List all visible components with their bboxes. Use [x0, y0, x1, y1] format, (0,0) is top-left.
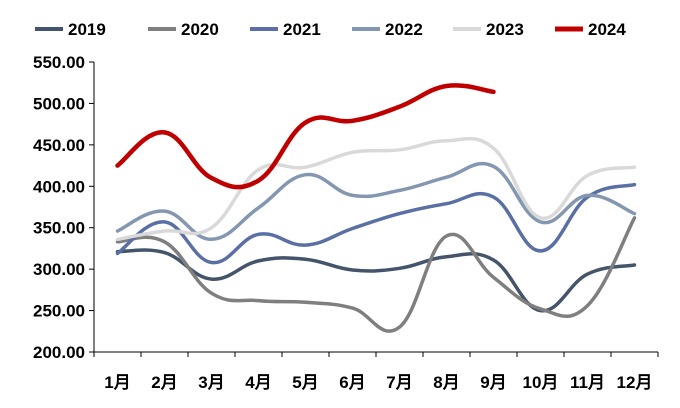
- x-tick-label: 6月: [339, 373, 365, 392]
- x-tick-label: 5月: [292, 373, 318, 392]
- legend-label-2023: 2023: [486, 20, 524, 39]
- x-tick-label: 11月: [570, 373, 605, 392]
- x-tick-label: 10月: [523, 373, 559, 392]
- x-tick-label: 3月: [198, 373, 224, 392]
- y-tick-label: 450.00: [33, 136, 85, 155]
- y-tick-label: 400.00: [33, 177, 85, 196]
- x-tick-label: 12月: [617, 373, 653, 392]
- y-tick-label: 350.00: [33, 219, 85, 238]
- x-tick-label: 9月: [480, 373, 506, 392]
- series-line-2022: [115, 161, 637, 242]
- x-tick-label: 4月: [245, 373, 271, 392]
- series-line-2024: [115, 83, 496, 190]
- legend-label-2021: 2021: [283, 20, 321, 39]
- series-line-2020: [115, 216, 637, 333]
- legend-label-2022: 2022: [385, 20, 423, 39]
- legend-label-2024: 2024: [588, 20, 626, 39]
- series-line-2023: [115, 136, 637, 242]
- series-line-2019: [115, 248, 637, 313]
- axes: 200.00 250.00 300.00 350.00 400.00 450.00 500.…: [33, 53, 659, 392]
- legend-label-2020: 2020: [181, 20, 219, 39]
- y-tick-label: 300.00: [33, 260, 85, 279]
- x-tick-label: 8月: [433, 373, 459, 392]
- legend-label-2019: 2019: [68, 20, 106, 39]
- x-tick-label: 2月: [151, 373, 177, 392]
- series-lines: [115, 83, 637, 333]
- x-tick-label: 7月: [386, 373, 412, 392]
- y-tick-label: 200.00: [33, 343, 85, 362]
- y-tick-label: 250.00: [33, 302, 85, 321]
- series-line-2021: [115, 182, 637, 265]
- y-tick-label: 550.00: [33, 53, 85, 72]
- y-tick-label: 500.00: [33, 94, 85, 113]
- legend: 2019 2020 2021 2022 2023 2024: [35, 20, 626, 39]
- x-tick-label: 1月: [104, 373, 130, 392]
